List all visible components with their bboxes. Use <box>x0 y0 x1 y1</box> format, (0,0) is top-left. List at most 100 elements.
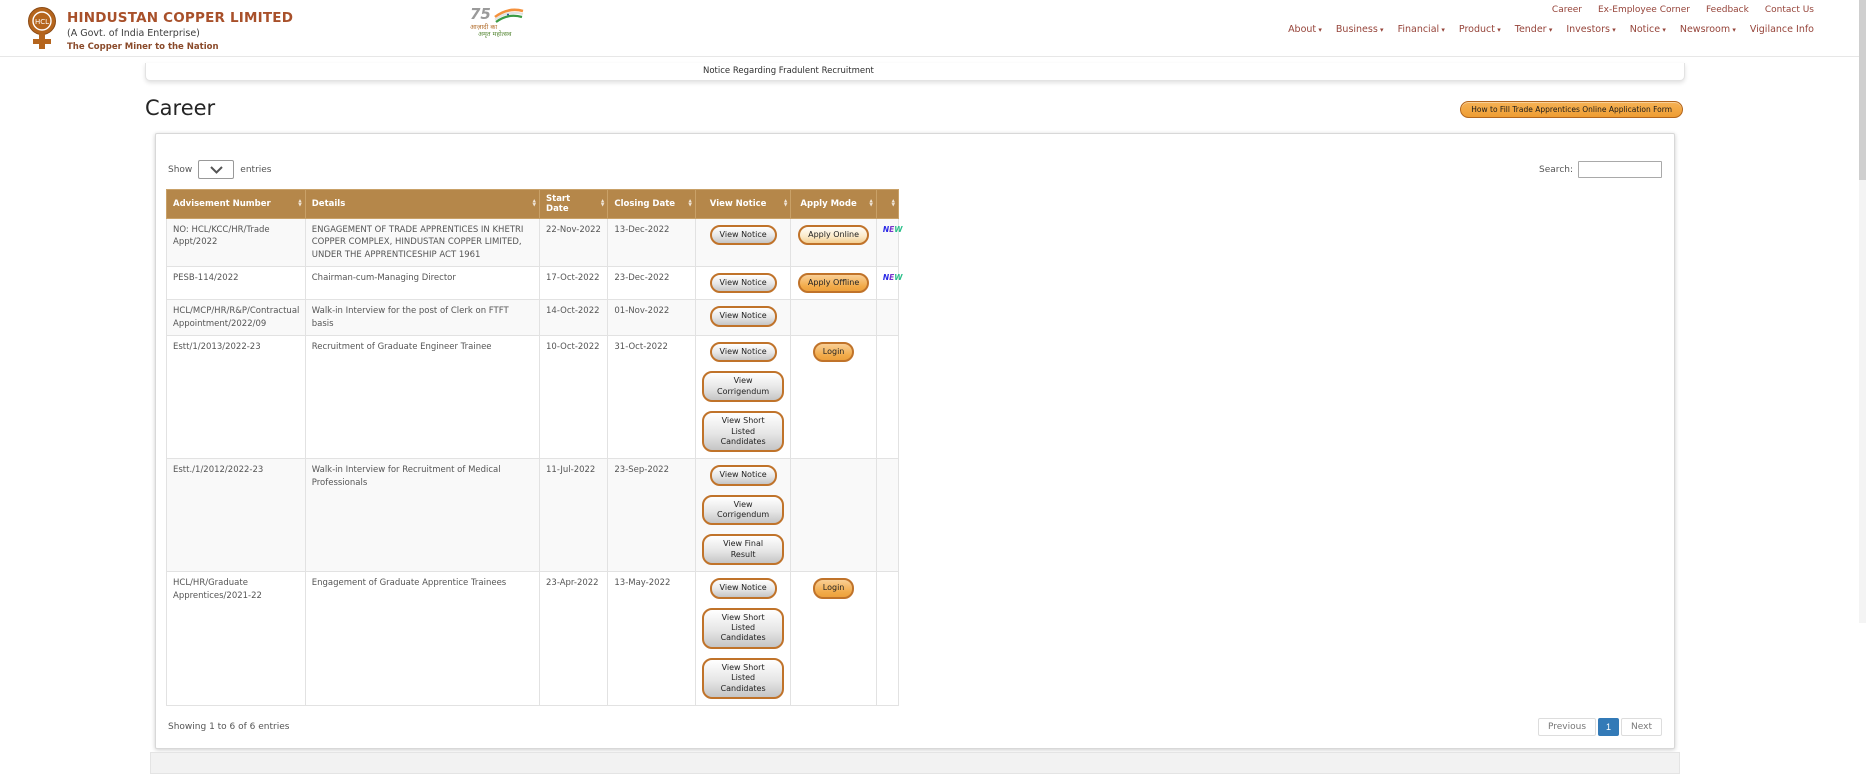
column-header-advisement-number[interactable]: Advisement Number ▲ ▼ <box>166 189 306 219</box>
column-header-label: View Notice <box>709 199 767 209</box>
new-indicator-cell <box>875 458 900 573</box>
apply-mode-cell: Login <box>790 334 877 460</box>
view-notice-cell: View Notice View Corrigendum View Short Li… <box>694 334 792 460</box>
nav-item-business[interactable]: Business ▾ <box>1335 24 1384 35</box>
view-corrigendum-button[interactable]: View Corrigendum <box>701 371 785 403</box>
view-notice-cell: View Notice <box>694 265 792 301</box>
india-flag-swoosh-icon <box>494 8 524 23</box>
footer-band <box>150 751 1680 774</box>
start-date-cell: 17-Oct-2022 <box>539 265 609 301</box>
scrollbar[interactable] <box>1859 0 1866 623</box>
show-entries-control: Show entries <box>168 160 272 179</box>
nav-item-product[interactable]: Product ▾ <box>1458 24 1501 35</box>
sort-desc-arrow: ▼ <box>688 203 692 208</box>
page-number-button[interactable]: 1 <box>1598 717 1620 736</box>
nav-item-notice[interactable]: Notice ▾ <box>1629 24 1666 35</box>
view-corrigendum-button[interactable]: View Corrigendum <box>701 494 785 526</box>
utility-link-feedback[interactable]: Feedback <box>1705 5 1749 15</box>
chevron-down-icon: ▾ <box>1660 26 1666 34</box>
trade-apprentices-help-button[interactable]: How to Fill Trade Apprentices Online App… <box>1460 101 1683 118</box>
column-header-details[interactable]: Details ▲ ▼ <box>304 189 541 219</box>
column-header-label: Advisement Number <box>173 199 271 209</box>
sort-desc-arrow: ▼ <box>891 203 895 208</box>
table-controls: Show entries Search: <box>166 160 1664 179</box>
search-input[interactable] <box>1578 161 1662 178</box>
table-row: Estt/1/2013/2022-23 Recruitment of Gradua… <box>166 334 900 460</box>
advertisement-number-cell: NO: HCL/KCC/HR/Trade Appt/2022 <box>166 218 306 267</box>
view-short-listed-candidates-button[interactable]: View Short Listed Candidates <box>701 411 785 453</box>
view-notice-cell: View Notice <box>694 218 792 267</box>
page-title: Career <box>145 96 216 120</box>
next-page-button[interactable]: Next <box>1621 717 1662 736</box>
column-header-label: Apply Mode <box>800 199 857 209</box>
column-header-apply-mode[interactable]: Apply Mode ▲ ▼ <box>790 189 877 219</box>
view-notice-cell: View Notice View Corrigendum View Final Re… <box>694 458 792 573</box>
new-icon: NEW <box>883 273 903 282</box>
details-cell: Recruitment of Graduate Engineer Trainee <box>304 334 541 460</box>
view-notice-button[interactable]: View Notice <box>709 306 777 327</box>
utility-link-contact-us[interactable]: Contact Us <box>1764 5 1814 15</box>
view-short-listed-candidates-button[interactable]: View Short Listed Candidates <box>701 657 785 699</box>
utility-link-ex-employee-corner[interactable]: Ex-Employee Corner <box>1598 5 1690 15</box>
view-notice-button[interactable]: View Notice <box>709 465 777 486</box>
svg-text:HCL: HCL <box>35 18 49 26</box>
sort-icon: ▲ ▼ <box>600 199 605 208</box>
azadi-ka-amrit-mahotsav-logo: 75 आज़ादी का अमृत महोत्सव <box>470 6 540 38</box>
login-button[interactable]: Login <box>812 578 855 599</box>
company-subtitle: (A Govt. of India Enterprise) <box>67 28 200 39</box>
nav-item-financial[interactable]: Financial ▾ <box>1397 24 1445 35</box>
scrollbar-thumb[interactable] <box>1859 0 1866 180</box>
login-button[interactable]: Login <box>812 341 855 363</box>
closing-date-cell: 31-Oct-2022 <box>607 334 696 460</box>
new-icon: NEW <box>883 225 903 234</box>
previous-page-button[interactable]: Previous <box>1537 717 1597 736</box>
view-notice-cell: View Notice <box>694 299 792 336</box>
pagination: Previous 1 Next <box>1536 717 1662 736</box>
closing-date-cell: 23-Dec-2022 <box>607 265 696 301</box>
view-notice-button[interactable]: View Notice <box>709 225 777 246</box>
new-indicator-cell: NEW <box>875 218 903 267</box>
column-header-label: Start Date <box>546 194 571 214</box>
view-notice-button[interactable]: View Notice <box>709 272 777 294</box>
entries-select[interactable] <box>198 160 235 179</box>
chevron-down-icon: ▾ <box>1316 26 1322 34</box>
sort-asc-arrow: ▲ <box>783 199 788 204</box>
chevron-down-icon: ▾ <box>1377 26 1384 34</box>
column-header-blank[interactable]: ▲ ▼ <box>875 189 900 219</box>
table-row: HCL/MCP/HR/R&P/Contractual Appointment/2… <box>166 299 900 336</box>
site-header: HCL HINDUSTAN COPPER LIMITED (A Govt. of… <box>0 0 1866 57</box>
apply-mode-cell: Login <box>790 571 877 706</box>
sort-icon: ▲ ▼ <box>891 199 895 208</box>
column-header-start-date[interactable]: Start Date ▲ ▼ <box>539 189 609 219</box>
page-header-row: Career How to Fill Trade Apprentices Onl… <box>145 96 1685 120</box>
nav-item-vigilance-info[interactable]: Vigilance Info <box>1749 24 1814 35</box>
view-short-listed-candidates-button[interactable]: View Short Listed Candidates <box>701 607 785 649</box>
new-letter: N <box>882 272 890 282</box>
nav-item-about[interactable]: About ▾ <box>1288 24 1322 35</box>
logo-hindi-line2: अमृत महोत्सव <box>478 30 512 39</box>
apply-offline-button[interactable]: Apply Offline <box>797 272 870 294</box>
sort-desc-arrow: ▼ <box>298 203 302 208</box>
details-cell: Engagement of Graduate Apprentice Traine… <box>304 571 541 706</box>
apply-mode-cell: Apply Offline <box>790 265 877 301</box>
nav-item-investors[interactable]: Investors ▾ <box>1566 24 1616 35</box>
notice-marquee[interactable]: Notice Regarding Fradulent Recruitment <box>145 63 1685 81</box>
search-label: Search: <box>1539 164 1573 175</box>
utility-link-career[interactable]: Career <box>1551 5 1582 15</box>
sort-asc-arrow: ▲ <box>532 199 537 204</box>
sort-desc-arrow: ▼ <box>600 203 605 208</box>
nav-item-newsroom[interactable]: Newsroom ▾ <box>1679 24 1736 35</box>
view-final-result-button[interactable]: View Final Result <box>701 534 785 566</box>
apply-online-button[interactable]: Apply Online <box>798 225 870 246</box>
sort-icon: ▲ ▼ <box>298 199 302 208</box>
view-notice-button[interactable]: View Notice <box>709 578 777 599</box>
column-header-label: Details <box>311 199 346 209</box>
utility-nav: Career Ex-Employee Corner Feedback Contact … <box>1552 5 1814 15</box>
column-header-closing-date[interactable]: Closing Date ▲ ▼ <box>607 189 696 219</box>
logo-hindi-line1: आज़ादी का <box>470 23 498 31</box>
column-header-view-notice[interactable]: View Notice ▲ ▼ <box>694 189 792 219</box>
view-notice-button[interactable]: View Notice <box>709 341 777 363</box>
nav-item-tender[interactable]: Tender ▾ <box>1514 24 1553 35</box>
new-indicator-cell <box>875 334 900 460</box>
chevron-down-icon <box>210 165 223 174</box>
